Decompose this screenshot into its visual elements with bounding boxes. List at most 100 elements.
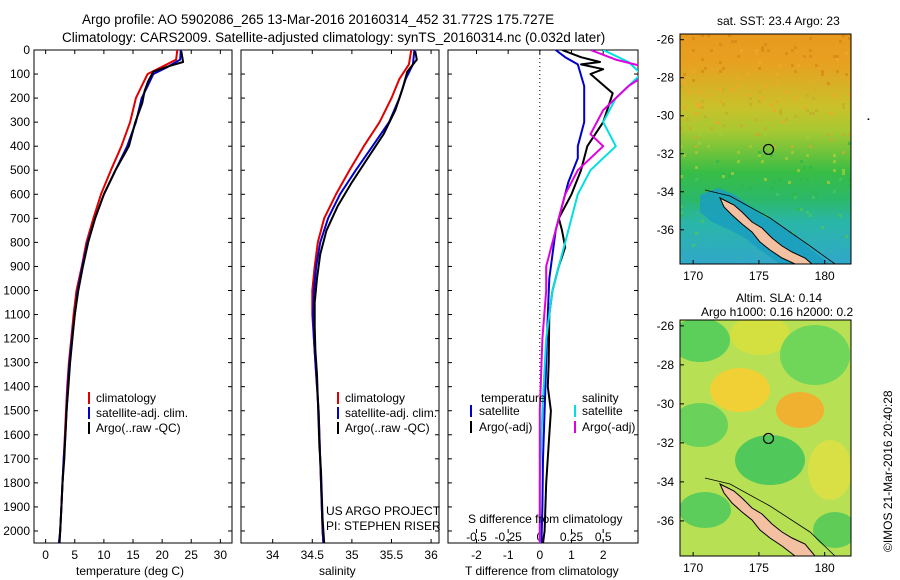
sst-pixel	[842, 169, 845, 172]
sst-pixel	[794, 196, 797, 199]
sst-pixel	[695, 178, 698, 181]
series-group	[58, 50, 185, 543]
sst-pixel	[692, 232, 695, 235]
legend-label-argo: Argo(..raw -QC)	[345, 421, 430, 435]
sst-pixel	[764, 178, 767, 181]
sst-pixel	[800, 160, 803, 163]
sst-pixel	[785, 52, 788, 55]
sst-pixel	[695, 166, 698, 169]
sst-pixel	[680, 85, 683, 88]
sst-pixel	[842, 106, 845, 109]
sst-pixel	[701, 100, 704, 103]
map-y-tick-label: -36	[657, 223, 675, 237]
sst-pixel	[701, 70, 704, 73]
map-y-tick-label: -34	[657, 475, 675, 489]
sst-pixel	[845, 235, 848, 238]
sst-pixel	[812, 190, 815, 193]
sst-pixel	[833, 55, 836, 58]
sla-blob	[776, 392, 824, 428]
sla-map-subtitle: Argo h1000: 0.16 h2000: 0.2	[701, 305, 853, 319]
legend-label-s-satellite: satellite	[582, 404, 623, 418]
sst-pixel	[695, 145, 698, 148]
sst-pixel	[800, 178, 803, 181]
sst-pixel	[836, 58, 839, 61]
map-y-tick-label: -28	[657, 71, 675, 85]
legend-label-t-satellite: satellite	[479, 404, 520, 418]
sst-pixel	[833, 190, 836, 193]
sst-pixel	[776, 193, 779, 196]
sst-pixel	[764, 133, 767, 136]
sst-pixel	[794, 193, 797, 196]
sst-pixel	[845, 52, 848, 55]
x-tick-label: 30	[214, 548, 228, 562]
sst-pixel	[761, 160, 764, 163]
sst-map-title: sat. SST: 23.4 Argo: 23	[717, 14, 840, 28]
sst-pixel	[764, 85, 767, 88]
sst-pixel	[794, 70, 797, 73]
x-tick-label: 10	[97, 548, 111, 562]
sst-pixel	[842, 103, 845, 106]
sst-pixel	[698, 91, 701, 94]
sst-pixel	[722, 88, 725, 91]
map-x-tick-label: 175	[749, 269, 769, 283]
sst-pixel	[845, 73, 848, 76]
y-tick-label: 0	[23, 43, 30, 57]
sst-pixel	[812, 241, 815, 244]
map-y-tick-label: -30	[657, 109, 675, 123]
y-tick-label: 1300	[3, 356, 30, 370]
copyright-text: ©IMOS 21-Mar-2016 20:40:28	[881, 390, 895, 552]
sst-pixel	[680, 127, 683, 130]
sst-pixel	[809, 214, 812, 217]
y-tick-label: 600	[10, 187, 30, 201]
sst-pixel	[791, 64, 794, 67]
y-tick-label: 700	[10, 211, 30, 225]
sst-pixel	[680, 79, 683, 82]
sst-pixel	[749, 145, 752, 148]
t-difference-axis-label: T difference from climatology	[465, 564, 619, 578]
sst-pixel	[698, 106, 701, 109]
sst-pixel	[758, 151, 761, 154]
sst-pixel	[740, 49, 743, 52]
sla-blob	[808, 440, 851, 500]
sst-pixel	[797, 208, 800, 211]
sst-pixel	[815, 64, 818, 67]
sst-pixel	[707, 34, 710, 37]
sst-pixel	[842, 172, 845, 175]
sst-pixel	[776, 73, 779, 76]
sst-pixel	[830, 250, 833, 253]
sst-pixel	[689, 91, 692, 94]
sst-pixel	[737, 160, 740, 163]
y-tick-label: 1500	[3, 404, 30, 418]
sst-pixel	[710, 49, 713, 52]
x-tick-label: 35	[345, 548, 359, 562]
sst-pixel	[749, 103, 752, 106]
sst-pixel	[749, 187, 752, 190]
sst-pixel	[794, 46, 797, 49]
sst-pixel	[848, 133, 851, 136]
sst-pixel	[707, 94, 710, 97]
argo-location-marker	[762, 432, 775, 445]
sst-pixel	[779, 112, 782, 115]
sst-pixel	[839, 214, 842, 217]
x-tick-label: 1	[568, 548, 575, 562]
x-tick-label: 0	[42, 548, 49, 562]
sst-pixel	[764, 43, 767, 46]
series-line-temperature-argo-adj	[542, 50, 614, 543]
sst-pixel	[776, 100, 779, 103]
sst-pixel	[830, 139, 833, 142]
salinity-plot: 34 34.5 35 35.5 36	[241, 49, 439, 562]
sst-pixel	[764, 127, 767, 130]
sst-pixel	[701, 34, 704, 37]
sst-pixel	[776, 82, 779, 85]
sst-pixel	[758, 154, 761, 157]
sst-pixel	[791, 193, 794, 196]
sst-pixel	[773, 109, 776, 112]
sst-pixel	[680, 115, 683, 118]
sst-pixel	[695, 211, 698, 214]
legend-label-s-argo: Argo(-adj)	[582, 420, 635, 434]
sst-pixel	[719, 187, 722, 190]
y-tick-label: 900	[10, 259, 30, 273]
sst-pixel	[824, 217, 827, 220]
sst-pixel	[707, 187, 710, 190]
sst-pixel	[692, 79, 695, 82]
